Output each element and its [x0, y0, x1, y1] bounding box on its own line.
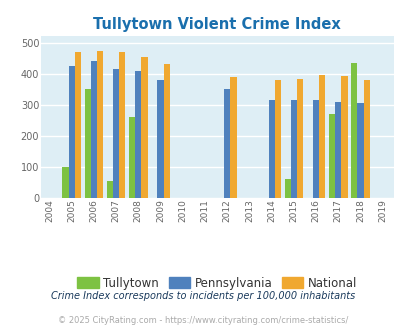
Bar: [91, 61, 97, 198]
Bar: [318, 75, 324, 198]
Bar: [68, 66, 75, 198]
Bar: [284, 179, 290, 198]
Text: © 2025 CityRating.com - https://www.cityrating.com/crime-statistics/: © 2025 CityRating.com - https://www.city…: [58, 316, 347, 325]
Bar: [84, 89, 91, 198]
Bar: [341, 76, 347, 198]
Bar: [141, 56, 147, 198]
Bar: [356, 103, 363, 198]
Bar: [350, 63, 356, 198]
Bar: [163, 64, 169, 198]
Bar: [119, 52, 125, 198]
Bar: [290, 100, 296, 198]
Bar: [335, 102, 341, 198]
Bar: [224, 89, 230, 198]
Bar: [75, 52, 81, 198]
Bar: [230, 77, 236, 198]
Bar: [157, 80, 163, 198]
Legend: Tullytown, Pennsylvania, National: Tullytown, Pennsylvania, National: [72, 272, 361, 294]
Title: Tullytown Violent Crime Index: Tullytown Violent Crime Index: [93, 17, 340, 32]
Bar: [328, 114, 335, 198]
Bar: [135, 71, 141, 198]
Bar: [129, 117, 135, 198]
Bar: [268, 100, 274, 198]
Bar: [62, 167, 68, 198]
Bar: [97, 51, 103, 198]
Bar: [363, 80, 369, 198]
Bar: [107, 181, 113, 198]
Bar: [296, 79, 303, 198]
Bar: [312, 100, 318, 198]
Bar: [113, 69, 119, 198]
Text: Crime Index corresponds to incidents per 100,000 inhabitants: Crime Index corresponds to incidents per…: [51, 291, 354, 301]
Bar: [274, 81, 280, 198]
